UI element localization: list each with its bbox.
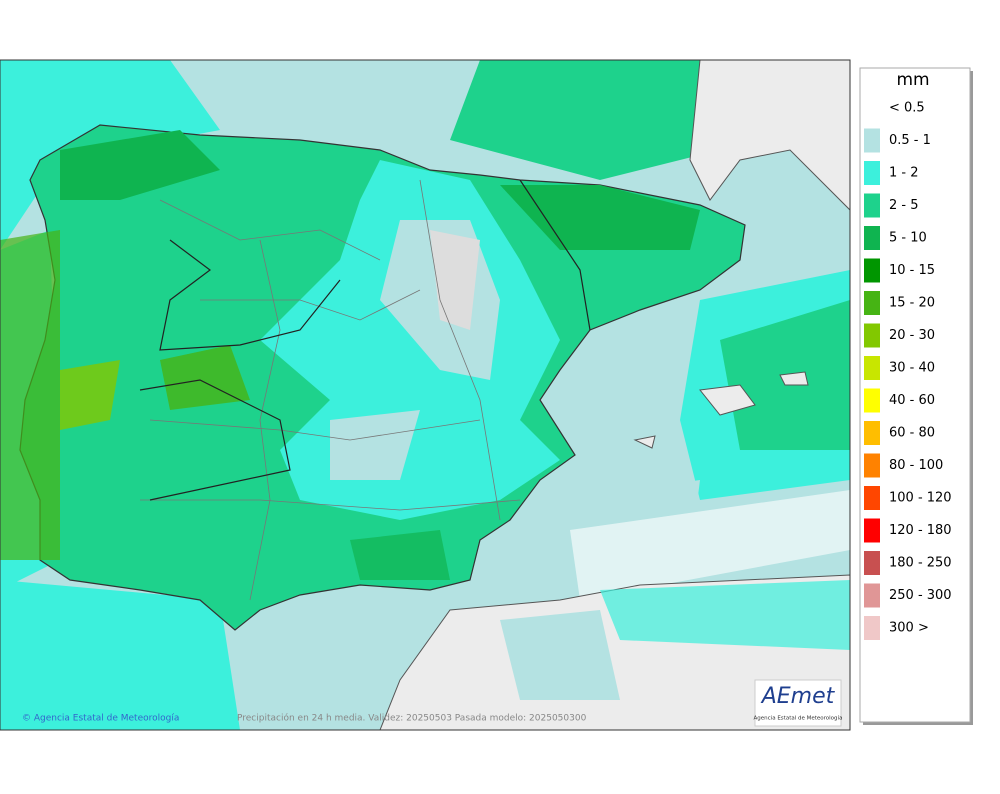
- legend-label: 10 - 15: [889, 263, 935, 278]
- legend-label: 2 - 5: [889, 198, 919, 213]
- legend-swatch: [864, 388, 880, 413]
- legend-label: 20 - 30: [889, 328, 935, 343]
- legend-label: < 0.5: [889, 101, 925, 116]
- legend-label: 15 - 20: [889, 296, 935, 311]
- legend-label: 0.5 - 1: [889, 133, 931, 148]
- legend-swatch: [864, 258, 880, 283]
- legend-title: mm: [896, 70, 929, 90]
- legend-label: 100 - 120: [889, 491, 952, 506]
- legend-swatch: [864, 356, 880, 380]
- legend-swatch: [864, 616, 880, 640]
- legend-swatch: [864, 583, 880, 608]
- legend-label: 80 - 100: [889, 458, 943, 473]
- legend-swatch: [864, 96, 880, 120]
- legend-label: 60 - 80: [889, 426, 935, 441]
- legend-swatch: [864, 193, 880, 218]
- legend-swatch: [864, 421, 880, 445]
- legend-label: 5 - 10: [889, 231, 927, 246]
- map-frame: [0, 59, 851, 731]
- logo-name: AEmet: [760, 684, 836, 709]
- legend-swatch: [864, 291, 880, 315]
- legend-label: 1 - 2: [889, 166, 919, 181]
- legend-label: 30 - 40: [889, 361, 935, 376]
- credit: © Agencia Estatal de Meteorología: [22, 714, 179, 724]
- legend-swatch: [864, 161, 880, 185]
- legend-swatch: [864, 226, 880, 250]
- logo: [754, 679, 842, 727]
- legend-label: 40 - 60: [889, 393, 935, 408]
- legend-label: 250 - 300: [889, 588, 952, 603]
- caption: Precipitación en 24 h media. Validez: 20…: [237, 713, 587, 724]
- legend-swatch: [864, 453, 880, 478]
- map: [0, 60, 850, 730]
- legend-swatch: [864, 323, 880, 348]
- logo-subtitle: Agencia Estatal de Meteorología: [754, 715, 843, 722]
- legend-swatch: [864, 518, 880, 543]
- legend-label: 300 >: [889, 621, 929, 636]
- legend-label: 120 - 180: [889, 523, 952, 538]
- legend-items: < 0.5 0.5 - 1 1 - 2 2 - 5 5 - 10 10 - 15 15 - …: [864, 96, 952, 640]
- legend-swatch: [864, 551, 880, 575]
- legend-swatch: [864, 128, 880, 153]
- legend-label: 180 - 250: [889, 556, 952, 571]
- legend-swatch: [864, 486, 880, 510]
